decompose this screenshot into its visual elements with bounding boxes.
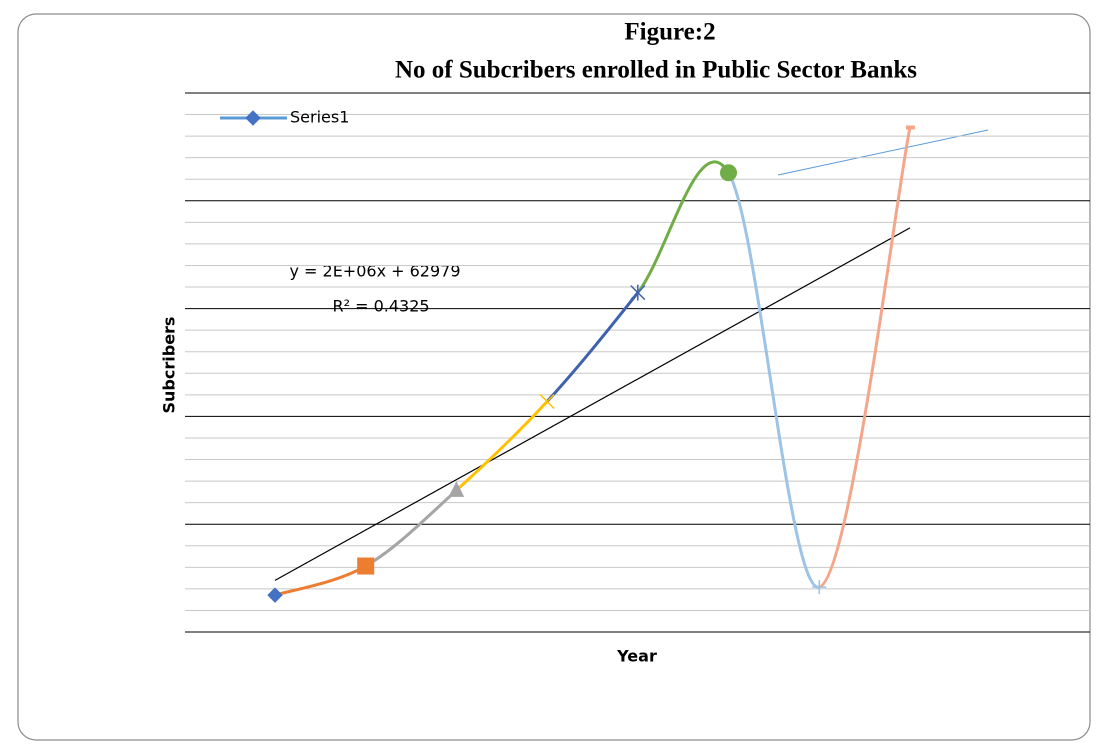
line-segment (818, 127, 912, 589)
line-segment (455, 400, 549, 492)
marker (812, 580, 827, 595)
marker (357, 557, 375, 575)
trendline-equation: y = 2E+06x + 62979 (289, 262, 460, 281)
chart-title: Figure:2 (624, 19, 715, 46)
y-axis-label: Subcribers (160, 317, 179, 414)
trendline (274, 227, 911, 581)
legend-marker (245, 110, 261, 126)
stray-line (777, 129, 989, 176)
x-axis-label: Year (616, 647, 657, 666)
trendline-r-squared: R² = 0.4325 (332, 297, 429, 316)
marker (720, 164, 737, 182)
line-segment (545, 291, 639, 403)
marker (630, 284, 646, 301)
legend-label: Series1 (290, 108, 349, 127)
marker (448, 481, 465, 497)
line-segment (364, 489, 458, 568)
legend: Series1 (220, 108, 349, 127)
marker (539, 393, 555, 410)
marker (267, 587, 283, 603)
chart-frame (17, 13, 1091, 741)
chart-subtitle: No of Subcribers enrolled in Public Sect… (395, 57, 917, 84)
line-segment (727, 171, 820, 589)
line-segment (636, 160, 730, 294)
